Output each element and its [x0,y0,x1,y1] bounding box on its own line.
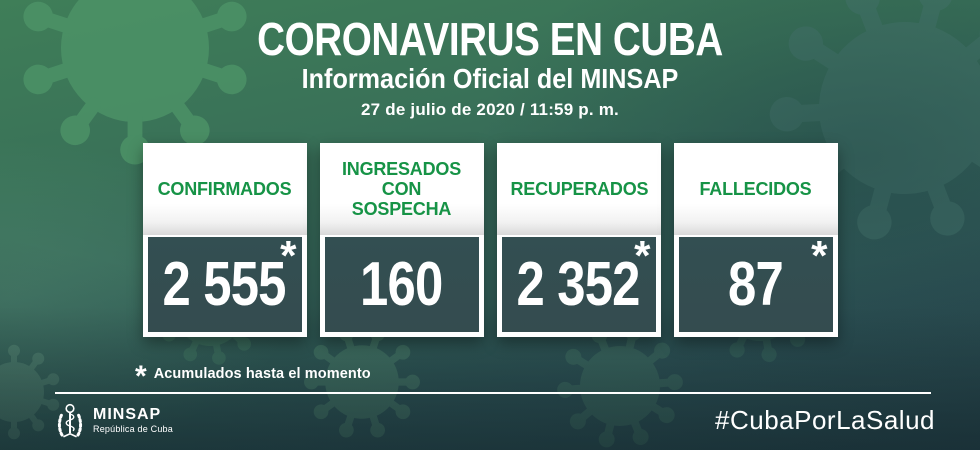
hashtag: #CubaPorLaSalud [715,404,935,435]
header: CORONAVIRUS EN CUBA Información Oficial … [0,0,980,120]
footnote-marker: * [135,360,147,393]
stat-card: FALLECIDOS * 87 [673,143,838,337]
virus-icon [0,345,61,440]
stat-card: RECUPERADOS * 2 352 [496,143,661,337]
card-value-panel: * 2 352 [501,232,656,332]
card-label: INGRESADOS CON SOSPECHA [341,158,462,220]
report-date: 27 de julio de 2020 / 11:59 p. m. [361,99,619,119]
minsap-emblem-icon [57,403,83,438]
footnote: * Acumulados hasta el momento [135,362,371,392]
card-asterisk: * [634,232,651,279]
card-label: CONFIRMADOS [157,178,292,199]
footer: MINSAP República de Cuba #CubaPorLaSalud [55,399,935,441]
card-value: 2 555 [162,249,287,319]
card-label-area: FALLECIDOS [673,143,838,235]
card-value: 160 [360,249,443,319]
stats-cards-row: CONFIRMADOS * 2 555 INGRESADOS CON SOSPE… [0,143,980,337]
card-label-area: INGRESADOS CON SOSPECHA [319,143,484,235]
footnote-text: Acumulados hasta el momento [153,366,371,382]
card-value-panel: * 87 [678,232,833,332]
footer-divider [55,392,931,394]
subtitle: Información Oficial del MINSAP [301,63,679,94]
card-value-panel: 160 [324,237,479,332]
minsap-name: MINSAP [93,405,162,423]
card-value: 87 [728,249,784,319]
minsap-subtitle: República de Cuba [93,424,173,435]
card-label-area: CONFIRMADOS [142,143,307,235]
card-value-panel: * 2 555 [147,232,302,332]
stat-card: CONFIRMADOS * 2 555 [142,143,307,337]
stat-card: INGRESADOS CON SOSPECHA 160 [319,143,484,337]
page-title: CORONAVIRUS EN CUBA [257,13,723,65]
card-label-area: RECUPERADOS [496,143,661,235]
card-value: 2 352 [516,249,641,319]
card-asterisk: * [280,232,297,279]
card-asterisk: * [811,232,828,279]
card-label: RECUPERADOS [510,178,649,199]
minsap-logo-text: MINSAP República de Cuba [93,406,173,435]
minsap-logo: MINSAP República de Cuba [55,402,173,438]
card-label: FALLECIDOS [699,178,812,199]
